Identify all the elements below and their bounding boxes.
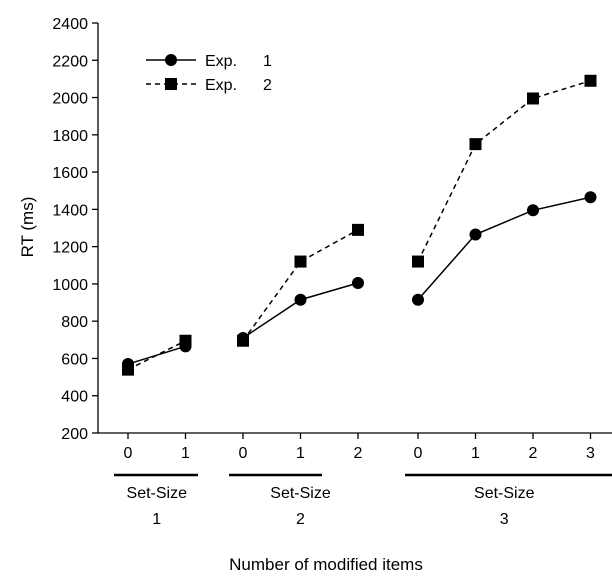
series-line <box>242 282 359 339</box>
group-number: 1 <box>152 511 161 528</box>
data-point-circle <box>527 204 539 217</box>
series-line <box>127 340 186 371</box>
legend-number: 1 <box>263 53 272 70</box>
group-label: Set-Size <box>127 485 188 502</box>
data-point-circle <box>584 191 597 204</box>
y-tick-label: 1000 <box>52 277 88 294</box>
series-line <box>417 196 591 301</box>
legend-label: Exp. <box>205 53 237 70</box>
group-number: 3 <box>500 511 509 528</box>
x-tick-label: 1 <box>296 445 305 462</box>
series-line <box>417 80 591 262</box>
data-point-square <box>584 74 597 87</box>
y-tick-label: 200 <box>61 426 88 443</box>
x-tick-label: 2 <box>354 445 363 462</box>
x-tick-label: 1 <box>181 445 190 462</box>
group-label: Set-Size <box>474 485 535 502</box>
legend-marker-square <box>165 78 177 90</box>
series-line <box>127 345 186 365</box>
y-tick-label: 2200 <box>52 53 88 70</box>
legend-number: 2 <box>263 77 272 94</box>
data-point-square <box>469 138 482 151</box>
x-tick-label: 1 <box>471 445 480 462</box>
data-point-square <box>179 334 192 347</box>
y-tick-label: 2000 <box>52 91 88 108</box>
x-tick-label: 0 <box>124 445 133 462</box>
y-tick-label: 600 <box>61 351 88 368</box>
data-point-square <box>122 363 134 376</box>
x-tick-label: 0 <box>239 445 248 462</box>
data-point-square <box>237 334 249 347</box>
y-tick-label: 800 <box>61 314 88 331</box>
y-tick-label: 1800 <box>52 128 88 145</box>
x-axis-label: Number of modified items <box>229 555 423 574</box>
group-label: Set-Size <box>270 485 331 502</box>
y-tick-label: 1600 <box>52 165 88 182</box>
y-axis-label: RT (ms) <box>18 197 37 258</box>
data-point-square <box>294 255 307 268</box>
data-point-circle <box>352 276 364 289</box>
legend-marker-circle <box>165 54 177 66</box>
y-tick-label: 2400 <box>52 16 88 33</box>
series-line <box>242 229 359 342</box>
y-tick-label: 1200 <box>52 240 88 257</box>
x-tick-label: 3 <box>586 445 595 462</box>
data-point-circle <box>469 228 482 241</box>
group-number: 2 <box>296 511 305 528</box>
data-point-square <box>352 223 364 236</box>
y-tick-label: 1400 <box>52 202 88 219</box>
x-tick-label: 0 <box>414 445 423 462</box>
y-tick-label: 400 <box>61 389 88 406</box>
data-point-square <box>527 92 539 105</box>
data-point-circle <box>412 293 424 306</box>
data-point-square <box>412 255 424 268</box>
data-point-circle <box>294 293 307 306</box>
x-tick-label: 2 <box>529 445 538 462</box>
legend-label: Exp. <box>205 77 237 94</box>
